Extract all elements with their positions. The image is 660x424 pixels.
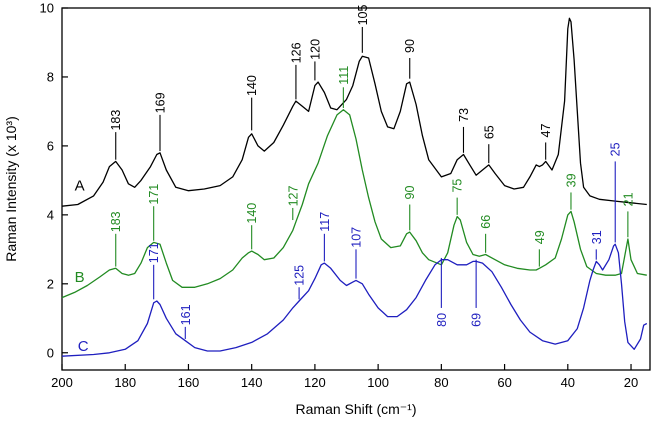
x-axis-title: Raman Shift (cm⁻¹) <box>296 401 417 417</box>
x-tick-label: 60 <box>497 375 511 390</box>
y-tick-label: 2 <box>47 276 54 291</box>
x-tick-label: 120 <box>304 375 326 390</box>
peak-label: 31 <box>590 230 604 244</box>
peak-label: 111 <box>337 66 351 85</box>
x-tick-label: 140 <box>241 375 263 390</box>
peak-label: 127 <box>286 186 300 207</box>
y-axis-title: Raman Intensity (x 10³) <box>3 116 19 262</box>
y-tick-label: 6 <box>47 138 54 153</box>
peak-label: 47 <box>539 124 553 138</box>
peak-label: 183 <box>109 110 123 131</box>
series-c-label: C <box>78 338 89 355</box>
x-tick-label: 100 <box>367 375 389 390</box>
y-axis: 0 2 4 6 8 10 <box>40 1 68 360</box>
peak-label: 21 <box>621 192 635 206</box>
peak-label: 66 <box>479 215 493 229</box>
peak-label: 117 <box>318 212 332 232</box>
series-c-line <box>61 243 648 357</box>
peak-label: 65 <box>482 125 496 139</box>
peak-label: 73 <box>457 108 471 122</box>
peak-label: 169 <box>154 92 168 113</box>
peak-label: 183 <box>109 211 123 232</box>
peak-label: 125 <box>293 265 307 286</box>
x-axis: 200 180 160 140 120 100 80 60 40 20 <box>51 364 638 390</box>
y-tick-label: 0 <box>47 345 54 360</box>
x-tick-label: 180 <box>114 375 136 390</box>
peak-label: 107 <box>350 227 364 248</box>
y-tick-label: 8 <box>47 69 54 84</box>
plot-frame <box>61 7 651 371</box>
series-layer: A B C <box>61 17 648 357</box>
series-a-line <box>61 17 647 207</box>
y-tick-label: 10 <box>40 1 54 16</box>
series-b-label: B <box>75 269 85 286</box>
peak-label: 25 <box>609 142 623 156</box>
peak-label: 140 <box>245 75 259 96</box>
peak-label: 171 <box>147 184 161 205</box>
peak-label: 105 <box>356 5 370 26</box>
x-tick-label: 80 <box>434 375 448 390</box>
peak-label: 161 <box>179 304 193 325</box>
x-tick-label: 160 <box>178 375 200 390</box>
y-tick-label: 4 <box>47 207 54 222</box>
x-tick-label: 40 <box>561 375 575 390</box>
peak-label: 126 <box>289 42 303 63</box>
peak-label: 80 <box>435 313 449 327</box>
peak-label: 75 <box>451 179 465 193</box>
x-tick-label: 200 <box>51 375 73 390</box>
peak-label: 171 <box>147 242 161 263</box>
series-a-label: A <box>75 178 85 195</box>
x-tick-label: 20 <box>624 375 638 390</box>
peak-annotations: 183 169 140 126 120 105 90 73 65 47 183 171 140 127 11… <box>109 5 635 339</box>
series-b-line <box>61 109 647 299</box>
peak-label: 120 <box>308 39 322 60</box>
peak-label: 140 <box>245 203 259 224</box>
peak-label: 49 <box>533 230 547 244</box>
peak-label: 69 <box>470 313 484 327</box>
peak-label: 90 <box>403 39 417 53</box>
peak-label: 39 <box>565 173 579 187</box>
peak-label: 90 <box>403 186 417 200</box>
